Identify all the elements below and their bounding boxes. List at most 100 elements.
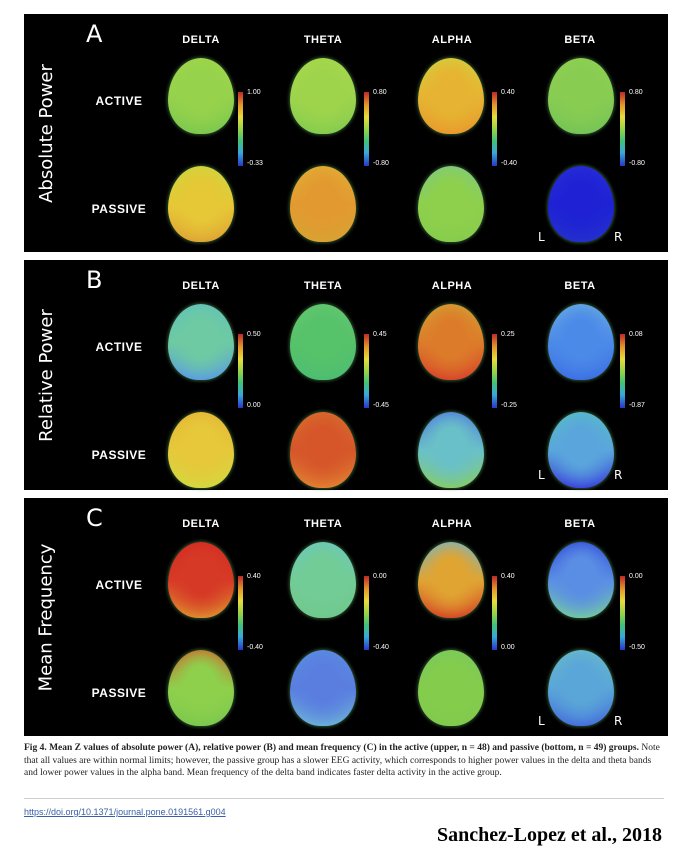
panel-letter: A [86, 20, 103, 48]
panel-absolute-power: A Absolute Power DELTA THETA ALPHA BETA ACTIVE… [24, 14, 668, 252]
band-label: BETA [564, 518, 596, 530]
colorbar [492, 576, 497, 650]
scalp-topography [168, 412, 234, 488]
colorbar-max-label: 1.00 [247, 89, 261, 96]
colorbar [492, 334, 497, 408]
colorbar [364, 92, 369, 166]
scalp-topography [168, 58, 234, 134]
scalp-topography [418, 650, 484, 726]
group-label: PASSIVE [91, 686, 147, 700]
colorbar-min-label: -0.80 [373, 160, 389, 167]
scalp-topography [168, 542, 234, 618]
colorbar-min-label: -0.40 [373, 644, 389, 651]
colorbar-max-label: 0.45 [373, 331, 387, 338]
scalp-topography [548, 412, 614, 488]
band-label: THETA [303, 280, 343, 292]
colorbar-max-label: 0.80 [373, 89, 387, 96]
scalp-topography [548, 650, 614, 726]
figure-caption: Fig 4. Mean Z values of absolute power (… [24, 742, 664, 780]
band-label: ALPHA [431, 518, 473, 530]
left-hemisphere-label: L [538, 230, 545, 244]
group-label: ACTIVE [95, 94, 143, 108]
colorbar [620, 576, 625, 650]
group-label: PASSIVE [91, 448, 147, 462]
band-label: BETA [564, 280, 596, 292]
panel-letter: B [86, 266, 103, 294]
doi-link[interactable]: https://doi.org/10.1371/journal.pone.019… [24, 807, 226, 817]
panel-title-text: Mean Frequency [35, 543, 57, 691]
band-label: THETA [303, 518, 343, 530]
colorbar [620, 334, 625, 408]
colorbar-min-label: -0.25 [501, 402, 517, 409]
colorbar-max-label: 0.40 [501, 573, 515, 580]
panel-title: Relative Power [24, 260, 68, 490]
panel-relative-power: B Relative Power DELTA THETA ALPHA BETA ACTIVE… [24, 260, 668, 490]
colorbar-max-label: 0.40 [247, 573, 261, 580]
group-label: PASSIVE [91, 202, 147, 216]
panel-letter: C [86, 504, 103, 532]
right-hemisphere-label: R [614, 230, 623, 244]
left-hemisphere-label: L [538, 714, 545, 728]
panel-title: Mean Frequency [24, 498, 68, 736]
scalp-topography [548, 304, 614, 380]
scalp-topography [290, 58, 356, 134]
caption-lead: Fig 4. Mean Z values of absolute power (… [24, 743, 639, 753]
colorbar-max-label: 0.25 [501, 331, 515, 338]
scalp-topography [168, 166, 234, 242]
colorbar-min-label: -0.40 [501, 160, 517, 167]
right-hemisphere-label: R [614, 714, 623, 728]
colorbar [238, 334, 243, 408]
colorbar-max-label: 0.50 [247, 331, 261, 338]
group-label: ACTIVE [95, 340, 143, 354]
scalp-topography [290, 542, 356, 618]
scalp-topography [418, 412, 484, 488]
band-label: DELTA [182, 34, 220, 46]
caption-body: Note that all values are within normal l… [24, 743, 660, 778]
colorbar-min-label: 0.00 [501, 644, 515, 651]
panel-mean-frequency: C Mean Frequency DELTA THETA ALPHA BETA ACTIVE… [24, 498, 668, 736]
band-label: THETA [303, 34, 343, 46]
colorbar [620, 92, 625, 166]
scalp-topography [290, 412, 356, 488]
scalp-topography [290, 166, 356, 242]
right-hemisphere-label: R [614, 468, 623, 482]
citation-credit: Sanchez-Lopez et al., 2018 [437, 824, 662, 846]
colorbar-min-label: -0.80 [629, 160, 645, 167]
colorbar-max-label: 0.08 [629, 331, 643, 338]
scalp-topography [418, 166, 484, 242]
scalp-topography [548, 542, 614, 618]
band-label: DELTA [182, 280, 220, 292]
colorbar [364, 334, 369, 408]
scalp-topography [168, 650, 234, 726]
colorbar [238, 576, 243, 650]
scalp-topography [418, 542, 484, 618]
scalp-topography [290, 304, 356, 380]
colorbar [364, 576, 369, 650]
colorbar [238, 92, 243, 166]
band-label: ALPHA [431, 34, 473, 46]
colorbar-min-label: 0.00 [247, 402, 261, 409]
colorbar-max-label: 0.00 [629, 573, 643, 580]
colorbar-max-label: 0.00 [373, 573, 387, 580]
colorbar-min-label: -0.50 [629, 644, 645, 651]
colorbar-min-label: -0.87 [629, 402, 645, 409]
colorbar-max-label: 0.40 [501, 89, 515, 96]
panel-title-text: Relative Power [35, 308, 57, 442]
scalp-topography [418, 304, 484, 380]
band-label: ALPHA [431, 280, 473, 292]
band-label: DELTA [182, 518, 220, 530]
scalp-topography [548, 58, 614, 134]
colorbar-min-label: -0.40 [247, 644, 263, 651]
panel-title: Absolute Power [24, 14, 68, 252]
scalp-topography [290, 650, 356, 726]
colorbar [492, 92, 497, 166]
scalp-topography [418, 58, 484, 134]
colorbar-max-label: 0.80 [629, 89, 643, 96]
caption-divider [24, 798, 664, 799]
scalp-topography [548, 166, 614, 242]
colorbar-min-label: -0.33 [247, 160, 263, 167]
band-label: BETA [564, 34, 596, 46]
colorbar-min-label: -0.45 [373, 402, 389, 409]
panel-title-text: Absolute Power [35, 63, 57, 203]
left-hemisphere-label: L [538, 468, 545, 482]
